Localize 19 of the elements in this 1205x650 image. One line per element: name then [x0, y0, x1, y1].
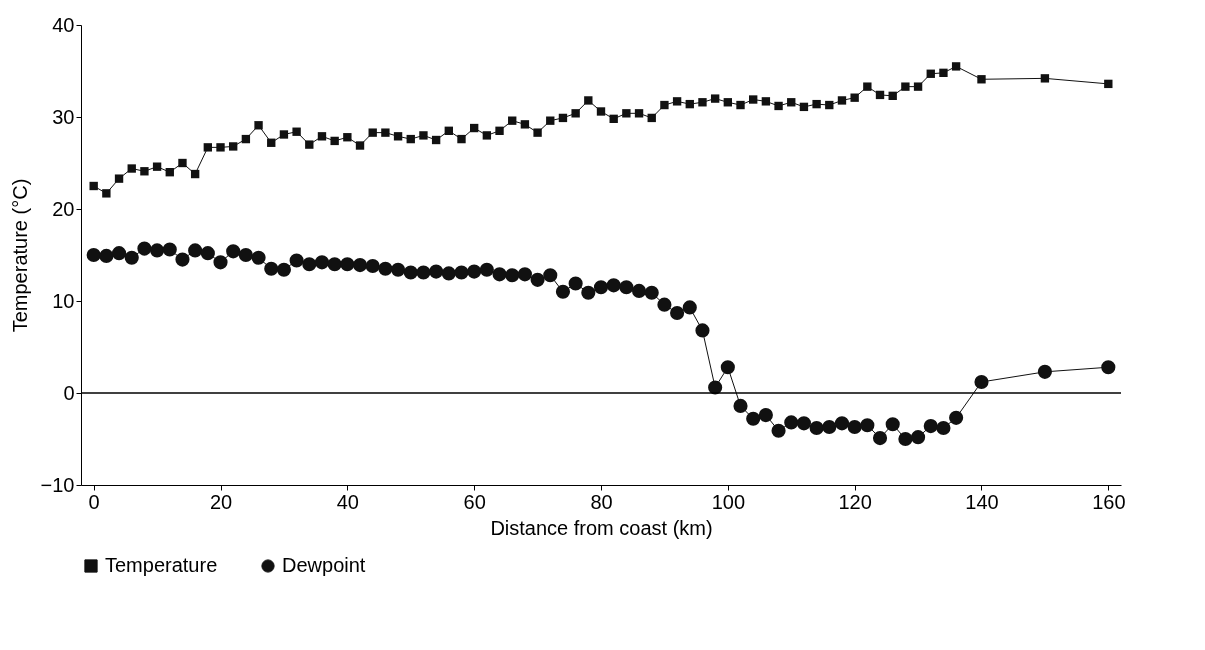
x-tick-label: 160 — [1092, 490, 1126, 513]
x-tick-label: 100 — [711, 490, 746, 513]
x-tick-label: 80 — [590, 490, 613, 513]
y-axis-title: Temperature (°C) — [8, 178, 31, 333]
x-tick-label: 40 — [336, 490, 359, 513]
y-tick-label: −10 — [40, 473, 75, 496]
legend-label: Dewpoint — [282, 554, 366, 576]
y-tick-label: 20 — [52, 197, 75, 220]
x-tick-label: 120 — [838, 490, 872, 513]
x-tick-label: 60 — [463, 490, 486, 513]
x-axis-title: Distance from coast (km) — [490, 516, 713, 539]
x-tick-label: 140 — [965, 490, 999, 513]
x-tick-label: 20 — [209, 490, 233, 513]
y-tick-label: 0 — [63, 381, 75, 404]
x-tick-label: 0 — [88, 490, 100, 513]
y-tick-label: 10 — [52, 289, 75, 312]
legend-label: Temperature — [105, 554, 218, 576]
y-tick-label: 30 — [52, 105, 75, 128]
y-tick-label: 40 — [52, 13, 75, 36]
